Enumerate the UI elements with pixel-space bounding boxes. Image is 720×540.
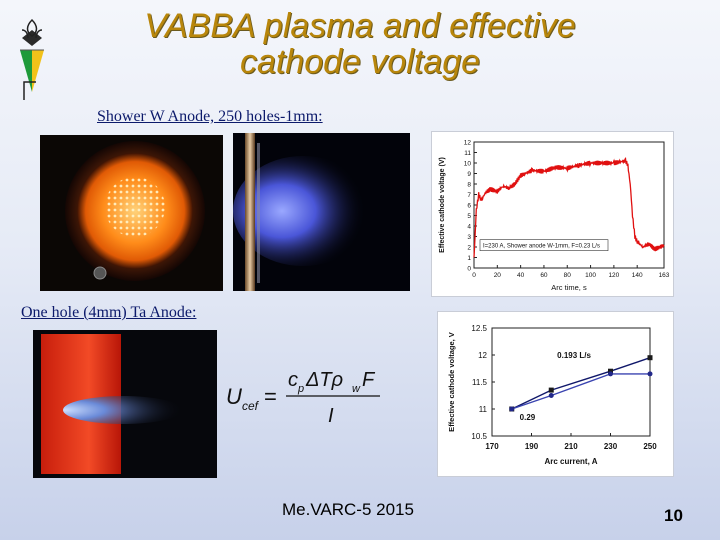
x-tick-label: 120: [608, 272, 619, 279]
series-1-point: [548, 387, 554, 393]
x-axis-label: Arc current, A: [544, 457, 597, 466]
formula-numerator-c: c: [288, 369, 298, 391]
y-tick-label: 7: [467, 192, 471, 199]
voltage-vs-time-chart: 0 1 2 3 4 5 6 7 8 9 10 11 12 0 20 40 60 80 100 120 140 163 Arc…: [431, 131, 674, 297]
y-tick-label: 3: [467, 234, 471, 241]
y-tick-label: 11.5: [472, 378, 488, 387]
x-tick-label: 190: [525, 442, 539, 451]
x-tick-label: 170: [485, 442, 499, 451]
y-axis-label: Effective cathode voltage (V): [439, 157, 446, 253]
x-tick-label: 20: [494, 272, 502, 279]
plot-frame: [491, 327, 651, 437]
x-tick-label: 0: [472, 272, 476, 279]
y-tick-label: 2: [467, 245, 471, 252]
x-tick-label: 100: [585, 272, 596, 279]
y-tick-label: 12: [478, 351, 487, 360]
conference-footer: Me.VARC-5 2015: [282, 500, 414, 519]
slide-title-line-2: cathode voltage: [239, 43, 481, 81]
formula-numerator-mid: ΔTρ: [305, 369, 343, 391]
formula-numerator-f: F: [362, 369, 376, 391]
y-tick-label: 5: [467, 213, 471, 220]
formula-lhs: U: [226, 384, 242, 409]
voltage-series-line: [473, 157, 665, 258]
y-tick-label: 8: [467, 182, 471, 189]
y-tick-label: 1: [467, 255, 471, 262]
institute-emblem-icon: [16, 16, 48, 102]
formula-numerator-sub-w: w: [352, 383, 361, 395]
y-tick-label: 10.5: [471, 432, 487, 441]
y-tick-label: 10: [464, 161, 472, 168]
series-2-line: [511, 373, 650, 410]
page-number: 10: [664, 506, 683, 525]
y-tick-label: 12.5: [471, 324, 487, 333]
formula-lhs-subscript: cef: [242, 399, 260, 413]
series-2-point: [608, 371, 613, 377]
svg-text:=: =: [264, 384, 277, 409]
voltage-vs-current-chart: 10.5 11 11.5 12 12.5 170 190 210 230 250 Arc curre…: [437, 311, 674, 477]
series-1-point: [647, 355, 653, 361]
x-tick-label: 163: [659, 272, 670, 279]
x-axis-label: Arc time, s: [551, 283, 587, 292]
slide-title: VABBA plasma and effective cathode volta…: [80, 8, 640, 80]
x-tick-label: 250: [643, 442, 657, 451]
formula-denominator: I: [328, 405, 334, 427]
series-2-point: [548, 393, 554, 398]
x-tick-label: 60: [540, 272, 548, 279]
series-2-point: [509, 406, 515, 412]
one-hole-anode-subheading: One hole (4mm) Ta Anode:: [21, 304, 197, 321]
y-axis-label: Effective cathode voltage, V: [447, 332, 456, 432]
y-tick-label: 11: [479, 405, 488, 414]
y-tick-label: 9: [467, 171, 471, 178]
shower-anode-subheading: Shower W Anode, 250 holes-1mm:: [97, 108, 323, 125]
series-1-point: [608, 368, 613, 374]
single-hole-anode-photo: [33, 330, 217, 478]
x-tick-label: 140: [632, 272, 643, 279]
shower-anode-photo: [40, 135, 223, 291]
y-tick-label: 6: [467, 203, 471, 210]
x-tick-label: 40: [517, 272, 525, 279]
effective-voltage-formula: U cef = c p ΔTρ w F I: [222, 360, 392, 434]
y-tick-label: 12: [464, 140, 472, 147]
series-2-annotation: 0.29: [520, 413, 536, 422]
series-2-point: [647, 371, 653, 377]
x-tick-label: 230: [604, 442, 618, 451]
y-tick-label: 11: [464, 150, 471, 157]
y-tick-label: 4: [467, 224, 471, 231]
x-tick-label: 80: [564, 272, 572, 279]
annotation-box: [479, 239, 609, 251]
chart-annotation: I=230 A, Shower anode W-1mm, F=0.23 L/s: [483, 244, 600, 250]
series-1-annotation: 0.193 L/s: [557, 351, 591, 360]
slide-title-line-1: VABBA plasma and effective: [144, 7, 576, 45]
plasma-side-view-photo: [233, 133, 410, 291]
formula-numerator-sub-p: p: [297, 383, 304, 395]
x-tick-label: 210: [564, 442, 578, 451]
series-1-line: [511, 357, 651, 410]
y-tick-label: 0: [467, 266, 471, 273]
